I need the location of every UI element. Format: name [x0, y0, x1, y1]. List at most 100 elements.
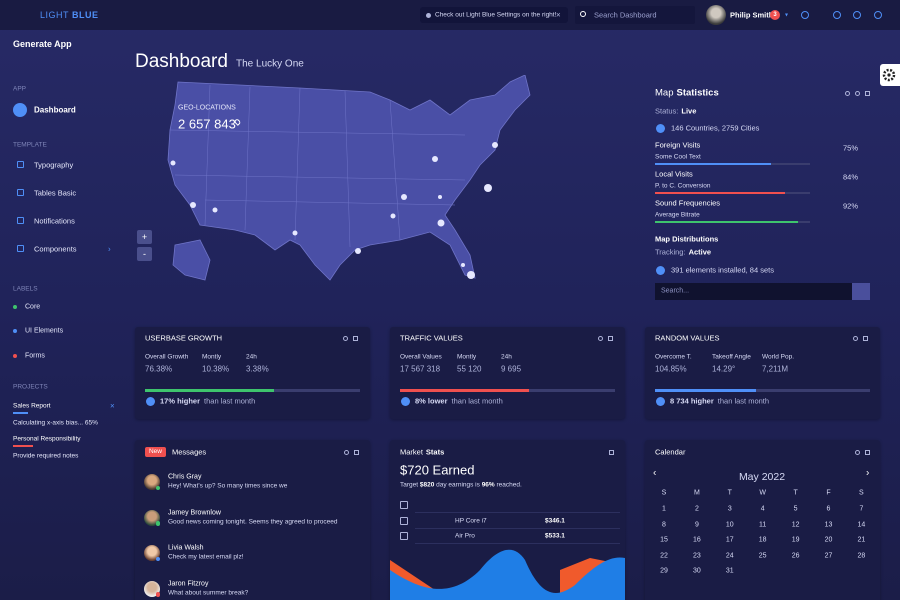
nav-item: Notifications [34, 216, 75, 226]
delta-icon [655, 396, 665, 406]
calendar-day[interactable]: 13 [824, 521, 833, 528]
row-checkbox[interactable] [400, 532, 408, 540]
nav-icon[interactable] [17, 161, 24, 168]
calendar-day[interactable]: 8 [662, 521, 666, 528]
calendar-day[interactable]: 9 [694, 521, 699, 528]
market-area-chart [390, 549, 625, 600]
close-button[interactable] [353, 336, 358, 341]
logo[interactable]: LIGHT BLUE [40, 10, 99, 20]
calendar-day[interactable]: 22 [660, 552, 668, 559]
panel-tool-button[interactable] [598, 336, 603, 341]
calendar-day[interactable]: 19 [791, 536, 800, 544]
user-caret: ▾ [785, 12, 789, 19]
calendar-day[interactable]: 21 [857, 536, 866, 544]
calendar-day[interactable]: 7 [859, 505, 864, 513]
status-dot [155, 485, 161, 491]
nav-item: Components [34, 244, 77, 254]
panel-tool-button[interactable] [853, 336, 858, 341]
search-icon [580, 11, 586, 17]
calendar-day[interactable]: 4 [760, 505, 765, 513]
zoom-out[interactable]: - [137, 247, 152, 261]
status-dot [155, 556, 161, 562]
calendar-day[interactable]: 28 [857, 552, 866, 559]
panel-tool-button[interactable] [855, 91, 860, 96]
delta-row: 17% higher than last month [160, 397, 255, 406]
notice-text: Check out Light Blue Settings on the rig… [435, 11, 557, 19]
title-light: Market [400, 447, 423, 457]
theme-icon[interactable] [833, 11, 841, 19]
bell-icon[interactable] [853, 11, 861, 19]
panel-tool-button[interactable] [845, 91, 850, 96]
close-button[interactable] [354, 450, 359, 455]
title-light: Map [655, 87, 674, 99]
nav-icon[interactable] [17, 189, 24, 196]
messages-title: Messages [172, 447, 207, 457]
delta-row: 8% lower than last month [415, 397, 503, 406]
panel-tool-button[interactable] [343, 336, 348, 341]
next-month: › [866, 467, 870, 479]
calendar-day[interactable]: 6 [826, 505, 831, 513]
stat-bar [655, 163, 772, 165]
map-label: GEO-LOCATIONS [178, 104, 236, 112]
message-text: Check my latest email plz! [168, 553, 244, 561]
calendar-day[interactable]: 5 [793, 505, 798, 513]
widget-stat-value: 17 567 318 [400, 364, 441, 374]
close-button[interactable] [609, 450, 614, 455]
row-checkbox[interactable] [400, 501, 408, 509]
dashboard-icon[interactable] [13, 103, 27, 117]
calendar-day[interactable]: 29 [660, 567, 668, 575]
widget-stat-label: Takeoff Angle [712, 353, 751, 361]
user-avatar[interactable] [706, 5, 726, 25]
section-label: LABELS [13, 285, 38, 293]
target-text: Target $820 day earnings is 96% reached. [400, 482, 522, 489]
map-internal-lines [169, 84, 466, 248]
widget-stat-label: Overcome T. [655, 353, 692, 361]
calendar-day[interactable]: 11 [759, 521, 767, 528]
calendar-day[interactable]: 1 [662, 505, 666, 513]
calendar-day[interactable]: 31 [725, 567, 734, 575]
calendar-day[interactable]: 10 [725, 521, 734, 528]
panel-tool-button[interactable] [855, 450, 860, 455]
search-box[interactable] [575, 6, 695, 24]
messages-icon[interactable] [801, 11, 809, 19]
calendar-day[interactable]: 25 [758, 552, 767, 559]
close-button[interactable] [863, 336, 868, 341]
widget-stat-value: 7,211M [762, 364, 789, 374]
power-icon[interactable] [874, 11, 882, 19]
calendar-day[interactable]: 17 [725, 536, 734, 544]
map-markers [170, 142, 498, 279]
panel-tool-button[interactable] [344, 450, 349, 455]
widget-panel [135, 327, 370, 419]
calendar-day[interactable]: 23 [692, 552, 701, 559]
widget-title: TRAFFIC VALUES [400, 333, 463, 343]
close-button[interactable] [608, 336, 613, 341]
close-button[interactable] [865, 450, 870, 455]
calendar-day[interactable]: 27 [824, 552, 833, 559]
close-button[interactable] [865, 91, 870, 96]
settings-gear[interactable] [881, 67, 897, 83]
stat-bar [655, 192, 786, 194]
map-search-button[interactable] [852, 283, 870, 300]
nav-icon[interactable] [17, 217, 24, 224]
calendar-day[interactable]: 20 [824, 536, 833, 544]
calendar-day[interactable]: 2 [694, 505, 699, 513]
page-title: Dashboard [135, 51, 228, 72]
calendar-day[interactable]: 16 [692, 536, 701, 544]
sender-name: Jaron Fitzroy [168, 580, 209, 587]
calendar-day[interactable]: 24 [725, 552, 734, 559]
calendar-day[interactable]: 30 [692, 567, 701, 575]
calendar-day[interactable]: 12 [791, 521, 800, 528]
map-search-placeholder: Search... [661, 287, 690, 295]
sidebar-title: Generate App [13, 39, 72, 49]
calendar-day[interactable]: 3 [727, 505, 732, 513]
calendar-day[interactable]: 18 [758, 536, 767, 544]
nav-chevron: › [108, 244, 111, 254]
row-checkbox[interactable] [400, 517, 408, 525]
zoom-in[interactable]: + [137, 230, 152, 244]
map-search[interactable] [655, 283, 870, 300]
tracking-value: Active [688, 247, 712, 257]
calendar-day[interactable]: 26 [791, 552, 800, 559]
calendar-day[interactable]: 14 [857, 521, 866, 528]
nav-icon[interactable] [17, 245, 24, 252]
calendar-day[interactable]: 15 [660, 536, 668, 544]
